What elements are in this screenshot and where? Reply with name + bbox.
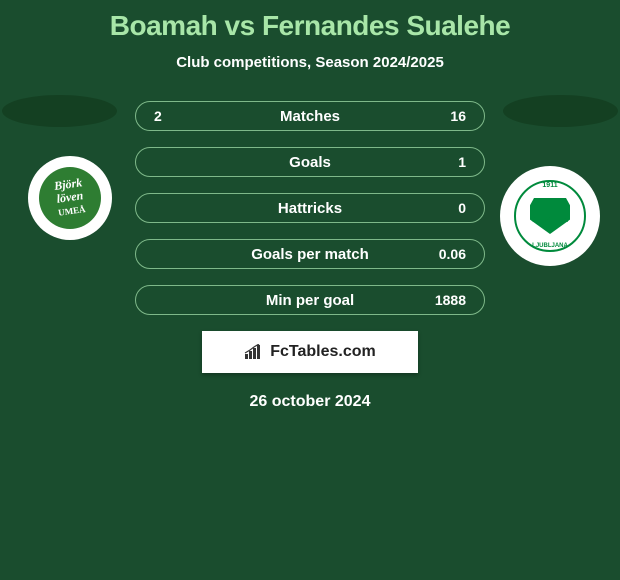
team-logo-right-badge: 1911 OLIMPIJA LJUBLJANA xyxy=(511,177,589,255)
stat-right-value: 0 xyxy=(426,200,466,216)
left-shadow xyxy=(2,95,117,127)
team-logo-left: Björk löven UMEÅ xyxy=(28,156,112,240)
team-logo-left-badge: Björk löven UMEÅ xyxy=(39,167,101,229)
logo-right-year: 1911 xyxy=(542,182,557,189)
brand-text: FcTables.com xyxy=(270,343,376,361)
stat-row: Goals per match 0.06 xyxy=(135,239,485,269)
stat-right-value: 1888 xyxy=(426,292,466,308)
stat-row: Goals 1 xyxy=(135,147,485,177)
chart-icon xyxy=(244,344,264,360)
subtitle: Club competitions, Season 2024/2025 xyxy=(0,54,620,71)
brand-box: FcTables.com xyxy=(202,331,418,373)
stat-row: 2 Matches 16 xyxy=(135,101,485,131)
stat-left-value: 2 xyxy=(154,108,194,124)
logo-right-name: OLIMPIJA xyxy=(531,217,568,224)
page-title: Boamah vs Fernandes Sualehe xyxy=(0,0,620,42)
stat-right-value: 1 xyxy=(426,154,466,170)
stat-right-value: 16 xyxy=(426,108,466,124)
stat-right-value: 0.06 xyxy=(426,246,466,262)
comparison-panel: Björk löven UMEÅ 1911 OLIMPIJA LJUBLJANA… xyxy=(0,101,620,411)
date-label: 26 october 2024 xyxy=(0,393,620,411)
team-logo-left-text: Björk löven UMEÅ xyxy=(53,176,86,219)
logo-left-line3: UMEÅ xyxy=(58,205,87,219)
stat-row: Min per goal 1888 xyxy=(135,285,485,315)
logo-right-city: LJUBLJANA xyxy=(532,243,568,249)
team-logo-right: 1911 OLIMPIJA LJUBLJANA xyxy=(500,166,600,266)
right-shadow xyxy=(503,95,618,127)
stat-row: Hattricks 0 xyxy=(135,193,485,223)
stat-rows: 2 Matches 16 Goals 1 Hattricks 0 Goals p… xyxy=(135,101,485,315)
